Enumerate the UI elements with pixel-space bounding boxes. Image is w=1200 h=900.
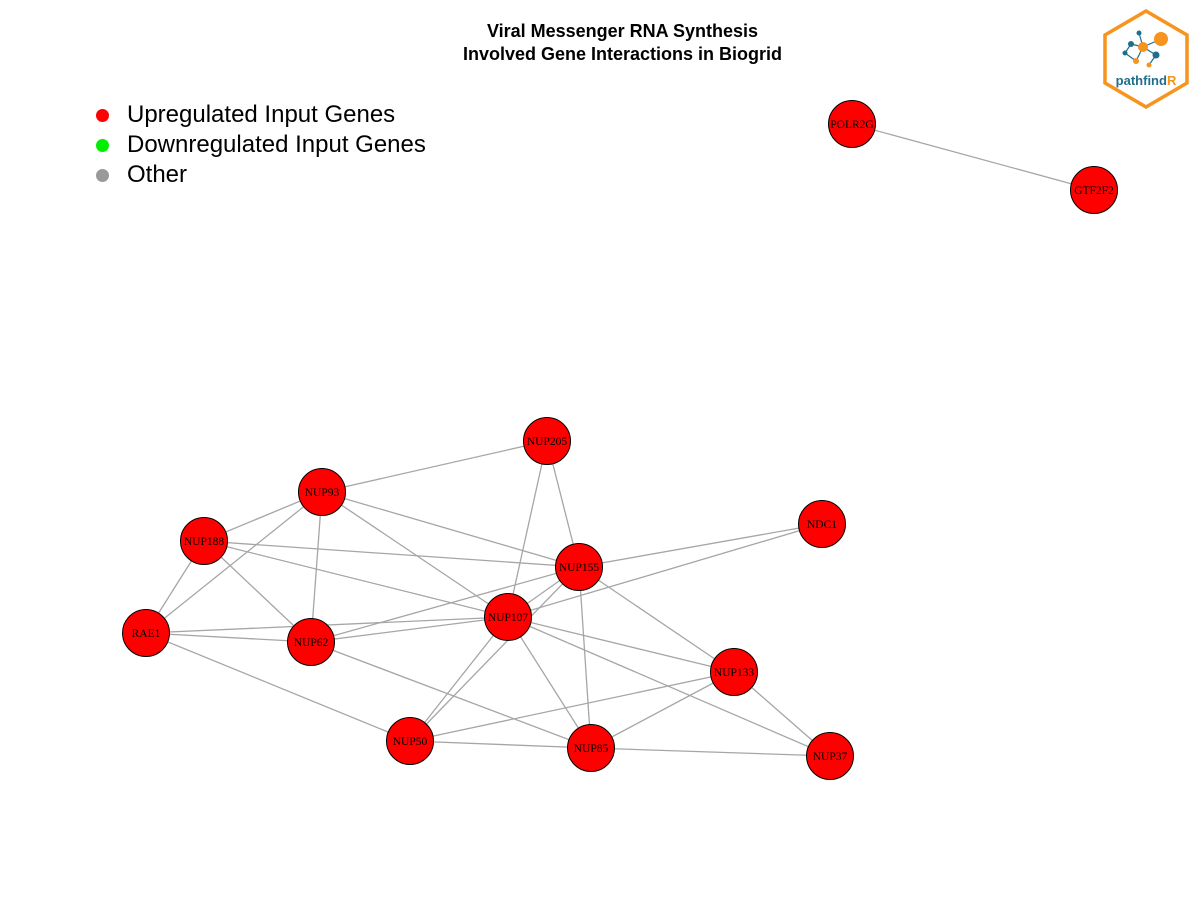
edge-nup93-nup107 — [321, 491, 509, 618]
legend-item-upregulated: Upregulated Input Genes — [96, 100, 426, 130]
edge-nup62-nup85 — [310, 641, 592, 749]
chart-title-line1: Viral Messenger RNA Synthesis — [486, 21, 759, 41]
node-label-nup107: NUP107 — [488, 612, 529, 624]
edge-rae1-nup62 — [145, 632, 312, 643]
edge-nup133-nup85 — [590, 671, 735, 749]
node-label-nup37: NUP37 — [813, 751, 848, 763]
edge-nup133-nup50 — [409, 671, 735, 742]
edge-polr2g-gtf2f2 — [851, 123, 1095, 191]
node-circle-nup93 — [298, 468, 346, 516]
node-nup205: NUP205 — [523, 417, 571, 465]
legend-label-downregulated: Downregulated Input Genes — [127, 131, 426, 158]
legend-label-other: Other — [127, 161, 188, 188]
legend-dot-downregulated — [96, 138, 109, 152]
chart-title: Viral Messenger RNA Synthesis Involved G… — [0, 20, 1200, 66]
node-rae1: RAE1 — [122, 609, 170, 657]
node-nup107: NUP107 — [484, 593, 532, 641]
edge-nup50-nup85 — [409, 740, 592, 749]
edge-nup85-nup37 — [590, 747, 831, 757]
edge-nup107-nup133 — [507, 616, 735, 673]
node-gtf2f2: GTF2F2 — [1070, 166, 1118, 214]
node-circle-nup133 — [710, 648, 758, 696]
edge-rae1-nup50 — [145, 632, 411, 742]
edge-nup93-rae1 — [145, 491, 323, 634]
node-circle-nup155 — [555, 543, 603, 591]
node-circle-nup107 — [484, 593, 532, 641]
node-nup62: NUP62 — [287, 618, 335, 666]
legend-item-other: Other — [96, 160, 426, 190]
legend-dot-other — [96, 168, 109, 182]
node-circle-rae1 — [122, 609, 170, 657]
chart-title-line2: Involved Gene Interactions in Biogrid — [462, 44, 783, 64]
node-label-nup155: NUP155 — [559, 562, 600, 574]
node-circle-nup205 — [523, 417, 571, 465]
nodes-layer: POLR2G GTF2F2 NUP205 NUP93 NUP188 NDC1 NUP155 N… — [122, 100, 1118, 780]
node-circle-nup37 — [806, 732, 854, 780]
node-polr2g: POLR2G — [828, 100, 876, 148]
edge-nup155-nup50 — [409, 566, 580, 742]
legend: Upregulated Input Genes Downregulated In… — [96, 100, 426, 190]
edge-nup107-nup85 — [507, 616, 592, 749]
node-circle-nup188 — [180, 517, 228, 565]
node-nup37: NUP37 — [806, 732, 854, 780]
edge-nup188-nup62 — [203, 540, 312, 643]
node-nup93: NUP93 — [298, 468, 346, 516]
edge-nup155-nup133 — [578, 566, 735, 673]
node-label-nup85: NUP85 — [574, 743, 609, 755]
node-label-nup50: NUP50 — [393, 736, 428, 748]
node-label-polr2g: POLR2G — [830, 119, 873, 131]
edge-nup155-nup85 — [578, 566, 592, 749]
logo-network-nodes — [1122, 30, 1168, 68]
node-nup155: NUP155 — [555, 543, 603, 591]
node-circle-nup50 — [386, 717, 434, 765]
node-circle-polr2g — [828, 100, 876, 148]
node-label-nup93: NUP93 — [305, 487, 340, 499]
node-circle-nup85 — [567, 724, 615, 772]
logo-text-accent: R — [1167, 73, 1177, 88]
node-label-gtf2f2: GTF2F2 — [1074, 185, 1114, 197]
edge-nup93-nup62 — [310, 491, 323, 643]
node-nup133: NUP133 — [710, 648, 758, 696]
edge-ndc1-nup107 — [507, 523, 823, 618]
edge-ndc1-nup155 — [578, 523, 823, 568]
pathfindr-logo: pathfindR — [1103, 9, 1189, 109]
node-nup85: NUP85 — [567, 724, 615, 772]
node-label-nup62: NUP62 — [294, 637, 329, 649]
edge-nup93-nup155 — [321, 491, 580, 568]
node-label-nup205: NUP205 — [527, 436, 568, 448]
node-label-nup133: NUP133 — [714, 667, 755, 679]
edge-nup205-nup93 — [321, 440, 548, 493]
node-label-nup188: NUP188 — [184, 536, 225, 548]
edge-nup205-nup107 — [507, 440, 548, 618]
logo-text: pathfindR — [1116, 73, 1177, 88]
node-nup50: NUP50 — [386, 717, 434, 765]
node-circle-nup62 — [287, 618, 335, 666]
node-label-ndc1: NDC1 — [807, 519, 837, 531]
node-nup188: NUP188 — [180, 517, 228, 565]
legend-label-upregulated: Upregulated Input Genes — [127, 101, 396, 128]
edge-nup188-nup155 — [203, 540, 580, 568]
node-label-rae1: RAE1 — [132, 628, 161, 640]
node-circle-ndc1 — [798, 500, 846, 548]
legend-dot-upregulated — [96, 108, 109, 122]
edge-nup107-nup50 — [409, 616, 509, 742]
node-ndc1: NDC1 — [798, 500, 846, 548]
edges-layer — [145, 123, 1095, 757]
legend-item-downregulated: Downregulated Input Genes — [96, 130, 426, 160]
logo-hexagon — [1103, 9, 1189, 109]
edge-nup62-nup107 — [310, 616, 509, 643]
edge-nup62-nup155 — [310, 566, 580, 643]
edge-nup188-nup107 — [203, 540, 509, 618]
node-circle-gtf2f2 — [1070, 166, 1118, 214]
logo-text-main: pathfind — [1116, 73, 1167, 88]
